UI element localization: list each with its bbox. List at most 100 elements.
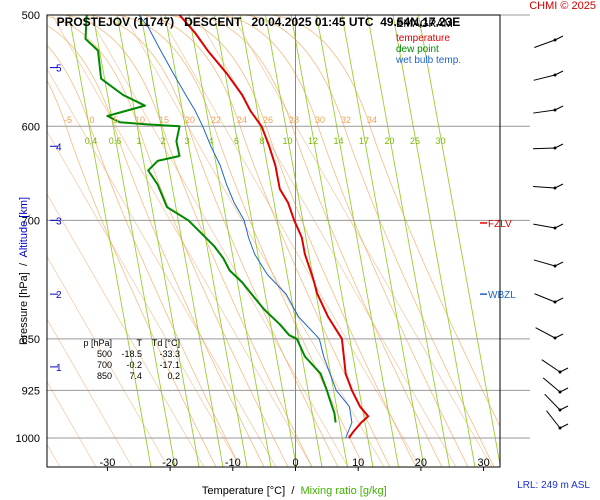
wind-barb-icon	[533, 70, 564, 81]
station-name: PROSTEJOV (11747)	[56, 15, 175, 29]
moist-adiabat-label: 0	[89, 115, 94, 125]
moist-adiabat-line	[47, 15, 313, 467]
pressure-tick-label: 500	[22, 10, 40, 22]
mixing-ratio-label: 30	[435, 136, 445, 146]
moist-adiabat-label: 5	[113, 115, 118, 125]
wind-barb-shaft	[534, 39, 556, 48]
altitude-tick-label: 4	[56, 142, 62, 153]
dry-adiabats	[47, 15, 493, 467]
y-axis-title: Pressure [hPa] / Altitude [km]	[6, 184, 30, 364]
moist-adiabat-label: -5	[64, 115, 72, 125]
wind-barb-dot	[558, 426, 562, 430]
temperature-tick-label: 0	[292, 457, 298, 469]
moist-adiabat-line	[146, 15, 417, 467]
pressure-tick-label: 700	[22, 215, 40, 227]
mixing-ratio-label: 0.4	[85, 136, 98, 146]
mixing-ratio-label: 1	[136, 136, 141, 146]
pressure-tick-label: 1000	[16, 433, 40, 445]
temperature-tick-label: 10	[352, 457, 364, 469]
mixing-ratio-lines	[68, 15, 500, 467]
moist-adiabat-line	[94, 15, 365, 467]
header-t: T	[136, 338, 143, 348]
dry-adiabat-line	[47, 68, 277, 467]
mixing-ratio-line	[316, 15, 399, 467]
wind-barb-icon	[532, 143, 564, 150]
mixing-ratio-label: 6	[234, 136, 239, 146]
series-wet-bulb-temp-line	[138, 15, 353, 439]
dry-adiabat-line	[123, 15, 385, 467]
moist-adiabat-label: 32	[341, 115, 351, 125]
mixing-ratio-line	[92, 15, 176, 467]
legend-title: EMAGRAM	[396, 18, 453, 30]
plot-frame	[46, 14, 501, 468]
moist-adiabat-label: 22	[211, 115, 221, 125]
sounding-datetime: 20.04.2025 01:45 UTC	[251, 15, 374, 29]
mixing-ratio-line	[116, 15, 200, 467]
wind-barb-dot	[558, 390, 562, 394]
moist-adiabat-line	[47, 44, 241, 467]
wind-barb-dot	[553, 336, 557, 340]
mixing-ratio-line	[418, 15, 500, 467]
mixing-ratio-line	[164, 15, 248, 467]
wind-barb-shaft	[542, 377, 561, 393]
wind-barb-dot	[553, 38, 557, 42]
series-dewpoint-line	[84, 15, 337, 423]
wind-barb-icon	[533, 183, 564, 190]
level-table-row: 500 -18.5 -33.3	[78, 349, 180, 360]
dry-adiabat-line	[87, 15, 349, 467]
mixing-ratio-label: 14	[333, 136, 343, 146]
x-label-mixing: Mixing ratio [g/kg]	[300, 485, 387, 497]
pressure-tick-label: 600	[22, 121, 40, 133]
cell-p: 850	[96, 371, 112, 381]
x-label-temperature: Temperature [°C]	[201, 485, 286, 497]
wind-barb-shaft	[544, 393, 561, 411]
mixing-ratio-line	[68, 15, 152, 467]
wind-barb-icon	[542, 377, 569, 394]
wind-barb-icon	[534, 293, 564, 304]
moist-adiabat-line	[120, 15, 391, 467]
altitude-tick-label: 3	[56, 216, 62, 227]
moist-adiabats	[47, 15, 500, 467]
wind-barb-icon	[533, 105, 564, 114]
wind-barb-dot	[553, 226, 557, 230]
level-table: p [hPa] T Td [°C] 500 -18.5 -33.3 700 -0…	[78, 338, 180, 382]
mixing-ratio-label: 17	[359, 136, 369, 146]
mixing-ratio-line	[188, 15, 272, 467]
wind-barb-icon	[535, 327, 564, 340]
mixing-ratio-label: 10	[282, 136, 292, 146]
level-table-header: p [hPa] T Td [°C]	[78, 338, 180, 349]
moist-adiabat-line	[47, 15, 289, 467]
cell-t: 7.4	[129, 371, 142, 381]
wind-barbs	[532, 35, 569, 430]
wind-barb-icon	[534, 35, 564, 48]
wind-barb-shaft	[533, 259, 556, 267]
mixing-ratio-label: 3	[184, 136, 189, 146]
moist-adiabat-line	[47, 79, 217, 467]
altitude-tick-label: 2	[56, 290, 62, 301]
lrl-label: LRL: 249 m ASL	[517, 480, 590, 491]
wind-barb-shaft	[533, 223, 556, 229]
copyright: CHMI © 2025	[529, 0, 596, 12]
mixing-ratio-line	[140, 15, 224, 467]
mixing-ratio-label: 12	[308, 136, 318, 146]
wind-barb-dot	[553, 146, 557, 150]
moist-adiabat-line	[47, 25, 265, 467]
station-coords: 49.54N,17.23E	[380, 15, 461, 29]
temperature-tick-label: -30	[99, 457, 115, 469]
series-temperature-line	[178, 15, 370, 439]
wind-barb-shaft	[546, 410, 561, 429]
wind-barb-icon	[546, 410, 569, 430]
pressure-tick-label: 925	[22, 385, 40, 397]
x-label-separator: /	[291, 485, 295, 497]
mixing-ratio-label: 2	[160, 136, 165, 146]
header-title: PROSTEJOV (11747) DESCENT 20.04.2025 01:…	[50, 1, 461, 29]
moist-adiabat-line	[198, 15, 469, 467]
cell-t: -0.2	[126, 360, 142, 370]
mixing-ratio-line	[290, 15, 374, 467]
mixing-ratio-label: 4	[208, 136, 213, 146]
dry-adiabat-line	[159, 15, 421, 467]
wind-barb-shaft	[533, 74, 556, 81]
moist-adiabat-label: 28	[289, 115, 299, 125]
wind-barb-shaft	[532, 147, 556, 150]
temperature-tick-label: 30	[477, 457, 489, 469]
